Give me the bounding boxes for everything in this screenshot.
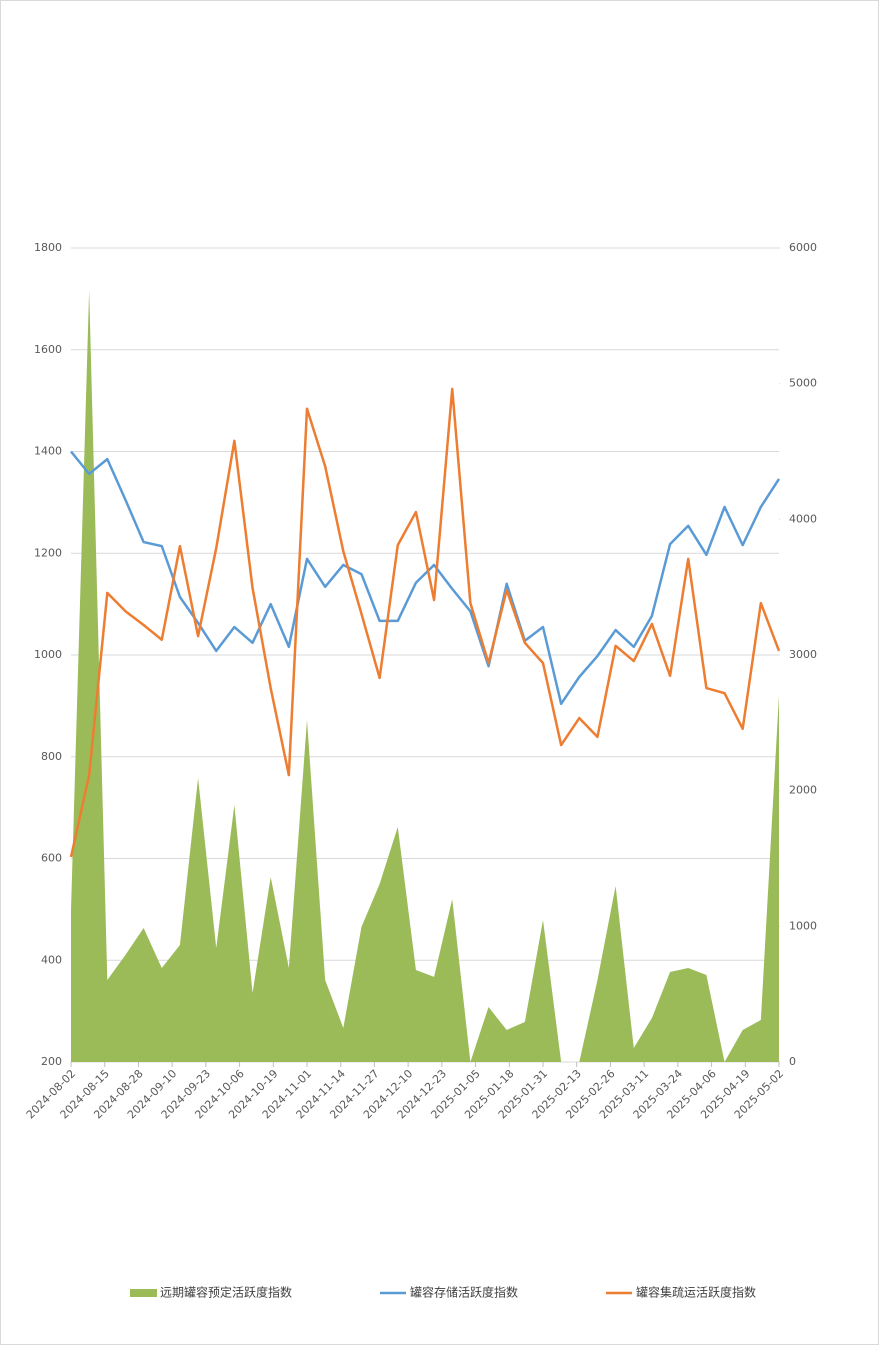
y-tick-label: 1000 bbox=[34, 648, 62, 661]
y2-tick-label: 3000 bbox=[789, 648, 817, 661]
y-tick-label: 1800 bbox=[34, 241, 62, 254]
y-tick-label: 1600 bbox=[34, 343, 62, 356]
y2-tick-label: 1000 bbox=[789, 919, 817, 932]
legend-label: 罐容集疏运活跃度指数 bbox=[636, 1285, 756, 1300]
y-tick-label: 1400 bbox=[34, 445, 62, 458]
y2-tick-label: 4000 bbox=[789, 512, 817, 525]
y2-tick-label: 5000 bbox=[789, 377, 817, 390]
y2-tick-label: 6000 bbox=[789, 241, 817, 254]
y-tick-label: 800 bbox=[41, 750, 62, 763]
line bbox=[70, 450, 781, 706]
legend-label: 罐容存储活跃度指数 bbox=[410, 1285, 518, 1300]
line bbox=[69, 387, 781, 858]
y-tick-label: 200 bbox=[41, 1055, 62, 1068]
y-tick-label: 600 bbox=[41, 852, 62, 865]
y2-tick-label: 0 bbox=[789, 1055, 796, 1068]
y-tick-label: 1200 bbox=[34, 546, 62, 559]
area bbox=[71, 290, 779, 1063]
legend: 远期罐容预定活跃度指数 罐容存储活跃度指数 罐容集疏运活跃度指数 bbox=[130, 1285, 756, 1300]
y-tick-label: 400 bbox=[41, 953, 62, 966]
legend-swatch bbox=[130, 1289, 157, 1297]
legend-label: 远期罐容预定活跃度指数 bbox=[160, 1285, 292, 1300]
y2-tick-label: 2000 bbox=[789, 784, 817, 797]
